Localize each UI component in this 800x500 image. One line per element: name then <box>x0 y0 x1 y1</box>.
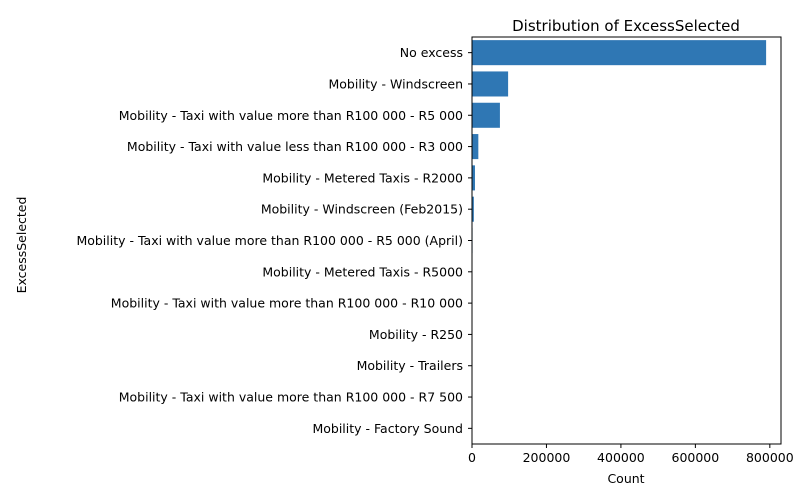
y-tick-label: Mobility - Factory Sound <box>312 421 463 436</box>
bar <box>472 196 474 222</box>
y-tick-label: Mobility - Taxi with value more than R10… <box>119 108 463 123</box>
x-tick-label: 200000 <box>523 450 571 465</box>
y-tick-label: Mobility - Trailers <box>357 358 463 373</box>
plot-frame <box>471 36 782 445</box>
x-tick-label: 600000 <box>672 450 720 465</box>
x-tick-label: 0 <box>468 450 476 465</box>
x-axis-title: Count <box>607 471 644 486</box>
y-tick-label: No excess <box>400 45 463 60</box>
chart-title: Distribution of ExcessSelected <box>512 17 740 35</box>
bar <box>472 134 479 160</box>
y-tick-label: Mobility - Taxi with value less than R10… <box>127 139 463 154</box>
bars-group <box>472 40 767 441</box>
bar <box>472 71 509 97</box>
bar <box>472 165 475 191</box>
y-tick-label: Mobility - Taxi with value more than R10… <box>76 233 463 248</box>
y-tick-label: Mobility - R250 <box>369 327 463 342</box>
y-tick-label: Mobility - Taxi with value more than R10… <box>119 390 463 405</box>
y-tick-label: Mobility - Taxi with value more than R10… <box>111 296 463 311</box>
y-tick-label: Mobility - Metered Taxis - R2000 <box>262 170 463 185</box>
y-tick-label: Mobility - Windscreen (Feb2015) <box>261 202 463 217</box>
x-axis-ticks: 0 200000 400000 600000 800000 <box>468 444 794 465</box>
y-axis-title: ExcessSelected <box>14 197 29 294</box>
x-tick-label: 800000 <box>746 450 794 465</box>
bar <box>472 102 500 128</box>
y-tick-label: Mobility - Windscreen <box>328 76 463 91</box>
bar <box>472 40 767 66</box>
axes-frame <box>471 36 782 445</box>
y-tick-label: Mobility - Metered Taxis - R5000 <box>262 264 463 279</box>
x-tick-label: 400000 <box>597 450 645 465</box>
category-labels: No excess Mobility - Windscreen Mobility -… <box>76 45 472 436</box>
